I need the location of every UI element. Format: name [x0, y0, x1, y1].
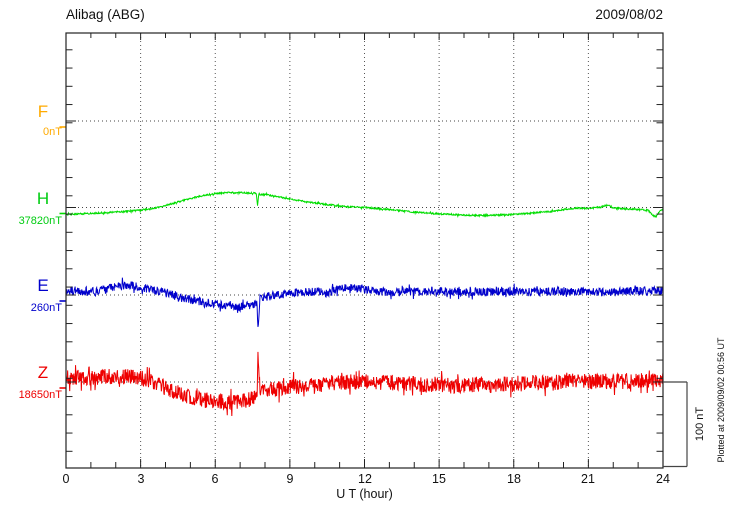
component-baseline-E: 260nT: [30, 302, 62, 314]
x-tick-label-21: 21: [581, 472, 595, 486]
component-label-E: E: [37, 276, 49, 295]
x-tick-label-9: 9: [286, 472, 294, 486]
x-tick-label-3: 3: [137, 472, 145, 486]
trace-Z: [66, 351, 663, 417]
x-tick-label-18: 18: [507, 472, 521, 486]
plot-frame-and-ticks: [65, 32, 664, 469]
x-axis-label: U T (hour): [336, 487, 393, 501]
x-tick-label-15: 15: [432, 472, 446, 486]
component-baselines: [66, 120, 663, 383]
x-tick-label-6: 6: [211, 472, 219, 486]
plot-timestamp-note: Plotted at 2009/09/02 00:56 UT: [716, 337, 726, 463]
x-tick-label-24: 24: [656, 472, 670, 486]
grid-lines: [140, 33, 589, 468]
station-title: Alibag (ABG): [66, 7, 145, 22]
component-label-H: H: [36, 189, 50, 208]
component-baseline-Z: 18650nT: [18, 389, 62, 401]
trace-start-markers: [59, 126, 66, 389]
plot-date: 2009/08/02: [595, 7, 663, 22]
component-label-F: F: [37, 102, 49, 121]
trace-E: [66, 277, 663, 327]
component-label-Z: Z: [37, 363, 49, 382]
scale-bar: [663, 381, 688, 468]
scale-bar-label: 100 nT: [694, 406, 706, 442]
component-baseline-H: 37820nT: [18, 215, 62, 227]
trace-H: [66, 191, 663, 219]
data-traces: [66, 191, 663, 417]
component-baseline-F: 0nT: [43, 126, 62, 138]
x-tick-label-0: 0: [62, 472, 70, 486]
x-tick-label-12: 12: [358, 472, 372, 486]
